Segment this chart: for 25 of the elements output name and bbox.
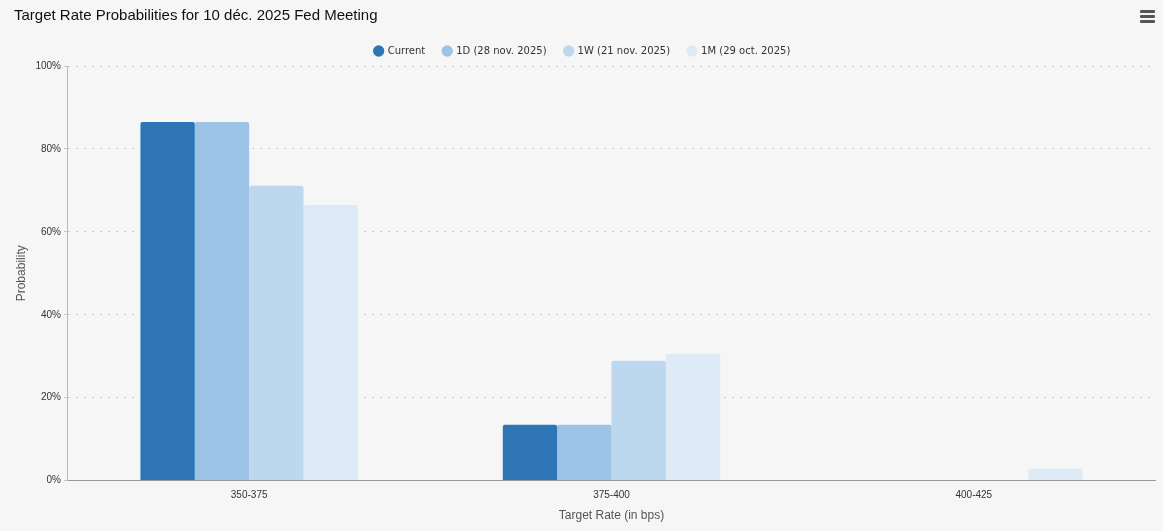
bar (665, 353, 721, 481)
legend-label: 1W (21 nov. 2025) (577, 44, 671, 56)
x-tick-label: 350-375 (230, 489, 268, 501)
x-axis-title: Target Rate (in bps) (558, 508, 665, 523)
bar (611, 360, 666, 481)
bar (249, 185, 304, 481)
bar (502, 424, 558, 481)
y-tick-label: 80% (40, 142, 62, 154)
legend-label: Current (387, 44, 426, 56)
bar (303, 204, 358, 481)
legend-label: 1D (28 nov. 2025) (456, 44, 547, 56)
y-tick-label: 20% (40, 391, 62, 403)
y-tick-label: 0% (46, 474, 62, 486)
y-tick-label: 100% (35, 59, 62, 71)
x-tick-label: 400-425 (955, 489, 993, 501)
y-tick-label: 40% (40, 308, 62, 320)
y-axis-title: Probability (13, 245, 28, 302)
chart-title: Target Rate Probabilities for 10 déc. 2025 Fed Meeting (14, 6, 378, 23)
y-tick-label: 60% (40, 225, 62, 237)
bar (194, 121, 250, 481)
bar (1028, 468, 1083, 481)
legend-label: 1M (29 oct. 2025) (701, 44, 791, 56)
bar (140, 121, 195, 481)
x-tick-label: 375-400 (593, 489, 631, 501)
bar (557, 424, 612, 481)
